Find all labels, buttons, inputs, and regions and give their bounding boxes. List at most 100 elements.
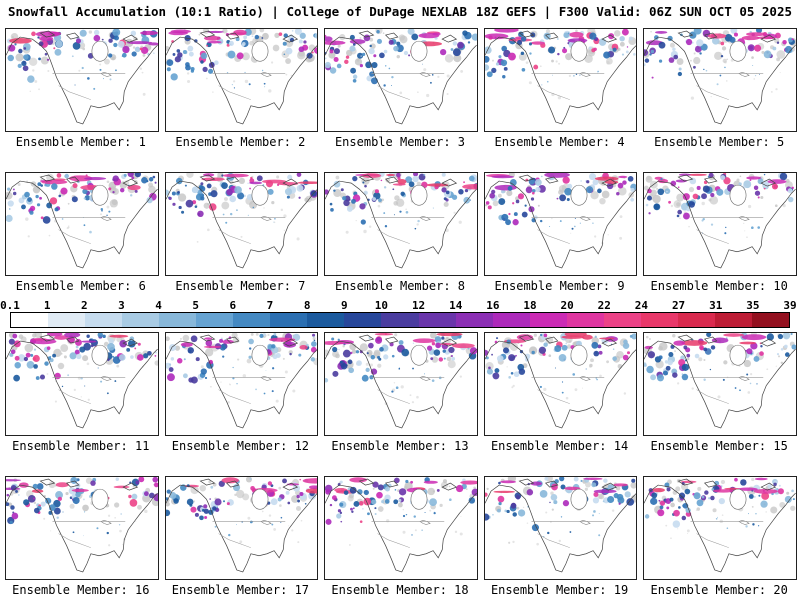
snow-blob [29, 90, 31, 93]
snow-blob [626, 498, 634, 506]
snow-blob [363, 190, 369, 195]
snow-blob [18, 197, 25, 204]
snow-blob [405, 479, 409, 484]
ensemble-member-label: Ensemble Member: 9 [494, 279, 625, 293]
snow-blob [574, 388, 578, 392]
snow-streak [679, 173, 692, 176]
snow-streak [712, 337, 729, 344]
snow-blob [198, 515, 204, 521]
snow-blob [298, 196, 301, 199]
snow-blob [712, 508, 717, 513]
snow-blob [220, 182, 228, 189]
snowfall-shading [5, 477, 158, 547]
snow-blob [363, 497, 372, 506]
colorbar-tick: 2 [80, 299, 88, 312]
snow-blob [311, 333, 315, 337]
snow-blob [72, 496, 80, 505]
colorbar-tick: 35 [746, 299, 760, 312]
snow-blob [115, 69, 117, 72]
snow-streak [746, 32, 767, 37]
snow-blob [75, 491, 81, 498]
snow-blob [780, 72, 782, 74]
snow-blob [591, 222, 594, 224]
snow-blob [524, 353, 531, 360]
colorbar-segment [122, 313, 160, 327]
snow-blob [275, 352, 281, 359]
snow-blob [597, 70, 599, 73]
snow-blob [352, 176, 358, 182]
snow-blob [341, 362, 348, 370]
snow-blob [457, 41, 465, 49]
snow-blob [700, 43, 709, 51]
snow-blob [716, 518, 718, 520]
snow-blob [36, 483, 44, 490]
snow-blob [283, 53, 285, 56]
snow-blob [359, 64, 364, 68]
snow-blob [398, 340, 404, 345]
snow-blob [38, 88, 40, 91]
snow-streak [180, 342, 193, 347]
ensemble-member-label: Ensemble Member: 4 [494, 135, 625, 149]
coastline [165, 334, 318, 429]
snow-blob [100, 380, 103, 383]
snow-blob [111, 56, 115, 60]
snow-blob [630, 482, 637, 489]
snow-blob [416, 223, 420, 226]
snow-streak [493, 490, 515, 493]
snow-streak [646, 40, 664, 46]
snow-blob [521, 67, 526, 72]
snow-blob [556, 52, 560, 56]
snow-blob [27, 235, 30, 238]
snow-blob [351, 510, 354, 513]
snow-streak [71, 488, 89, 492]
snow-blob [569, 232, 571, 234]
snow-blob [32, 483, 38, 490]
snow-blob [35, 194, 39, 199]
snow-blob [673, 509, 681, 517]
snow-blob [554, 367, 556, 369]
snow-blob [188, 503, 192, 507]
snow-blob [165, 501, 170, 507]
snow-blob [263, 86, 265, 88]
snow-blob [378, 198, 383, 203]
snow-blob [220, 337, 223, 340]
snow-blob [786, 491, 790, 495]
snow-blob [199, 182, 203, 186]
snow-blob [219, 381, 222, 383]
snow-blob [48, 481, 56, 489]
ensemble-panel: Ensemble Member: 2 [164, 28, 319, 150]
snow-blob [497, 481, 501, 485]
snow-blob [686, 353, 691, 358]
snow-blob [496, 508, 501, 513]
snow-blob [228, 195, 236, 203]
snow-streak [491, 175, 514, 179]
snow-blob [404, 50, 409, 56]
snow-blob [785, 45, 793, 54]
snow-blob [448, 485, 451, 488]
snow-blob [325, 489, 332, 495]
snow-blob [87, 398, 90, 401]
snow-blob [504, 509, 507, 513]
snow-blob [678, 186, 680, 189]
snow-blob [171, 191, 176, 196]
snow-blob [658, 346, 664, 351]
snow-blob [432, 379, 435, 382]
snow-blob [300, 519, 302, 522]
snow-blob [25, 217, 29, 221]
snow-blob [338, 509, 342, 513]
snow-blob [44, 52, 48, 56]
coastline [5, 174, 158, 269]
snow-blob [752, 505, 755, 508]
snow-blob [343, 349, 351, 358]
hudson-bay [570, 40, 588, 62]
snow-blob [270, 200, 275, 205]
snow-blob [236, 52, 244, 60]
snow-blob [396, 198, 405, 207]
snow-blob [247, 516, 250, 520]
snow-blob [497, 495, 505, 503]
snow-blob [648, 351, 656, 359]
snow-blob [190, 485, 199, 495]
snow-blob [248, 187, 251, 190]
snow-blob [135, 521, 137, 523]
snow-blob [199, 196, 204, 201]
